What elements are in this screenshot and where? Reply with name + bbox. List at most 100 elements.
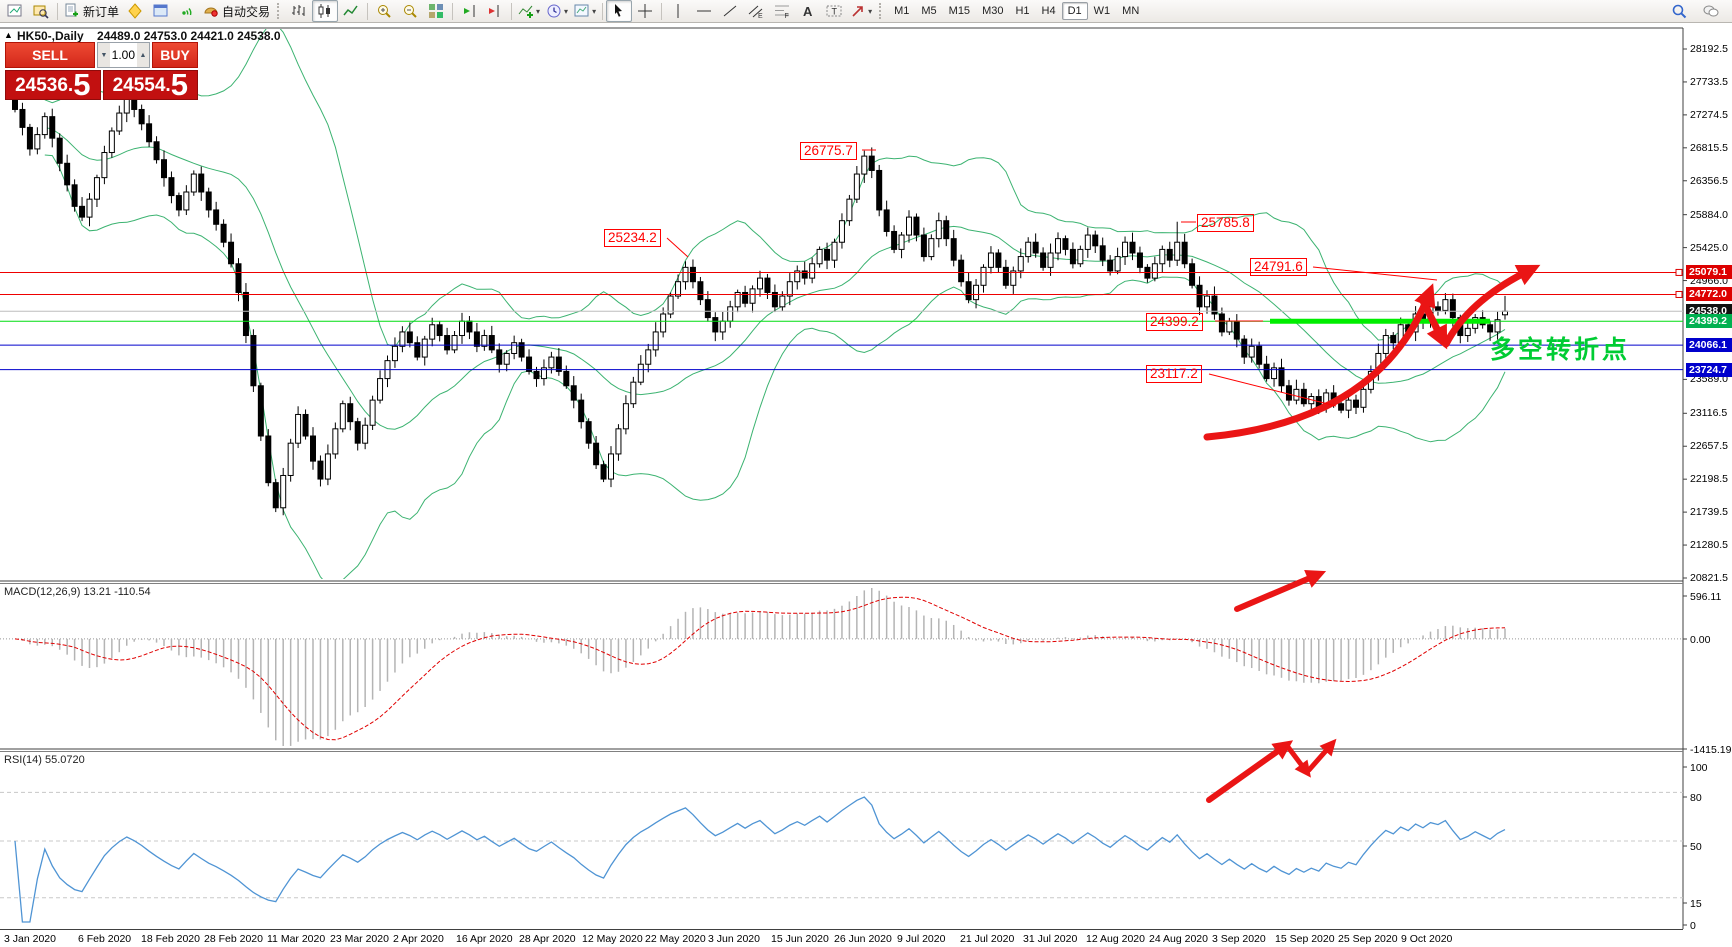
candlestick-icon (318, 4, 331, 18)
zoom-out-button[interactable] (397, 0, 423, 22)
timeframe-button-d1[interactable]: D1 (1061, 2, 1088, 20)
auto-scroll-button[interactable] (456, 0, 482, 22)
drawn-arrow[interactable] (1206, 743, 1288, 803)
one-click-collapse-icon[interactable]: ▲ (4, 30, 13, 40)
volume-down-button[interactable]: ▼ (98, 43, 110, 67)
timeframe-button-m15[interactable]: M15 (948, 5, 971, 17)
metaeditor-icon (128, 3, 142, 19)
indicators-button[interactable]: ▾ (515, 0, 543, 22)
tile-windows-button[interactable] (423, 0, 449, 22)
drawn-arrow[interactable] (1442, 266, 1534, 348)
time-axis-label: 18 Feb 2020 (141, 933, 200, 945)
bar-chart-button[interactable] (286, 0, 312, 22)
timeframe-button-m30[interactable]: M30 (982, 5, 1004, 17)
time-axis-label: 15 Jun 2020 (771, 933, 829, 945)
profiles-button[interactable] (28, 0, 54, 22)
timeframe-button-m5[interactable]: M5 (921, 5, 937, 17)
search-button[interactable] (1666, 0, 1692, 22)
timeframe-button-h1[interactable]: H1 (1015, 5, 1030, 17)
time-axis-label: 23 Mar 2020 (330, 933, 389, 945)
buy-price-panel[interactable]: 24554. 5 (102, 69, 198, 100)
drawn-arrow[interactable] (1203, 290, 1433, 441)
autotrading-button[interactable]: 自动交易 (200, 0, 273, 22)
macd-axis-label: 596.11 (1690, 591, 1722, 603)
price-callout-24791.6[interactable]: 24791.6 (1250, 258, 1307, 276)
line-handle[interactable] (1675, 268, 1683, 276)
crosshair-button[interactable] (632, 0, 658, 22)
pivot-annotation-text[interactable]: 多空转折点 (1490, 336, 1631, 364)
chart-shift-button[interactable] (482, 0, 508, 22)
sell-price-pip: 5 (73, 67, 91, 102)
horizontal-line-button[interactable] (691, 0, 717, 22)
buy-button[interactable]: BUY (152, 42, 198, 68)
time-axis-label: 12 May 2020 (582, 933, 643, 945)
price-callout-25785.8[interactable]: 25785.8 (1197, 214, 1254, 232)
community-button[interactable] (1698, 0, 1724, 22)
drawn-arrow[interactable] (1234, 572, 1320, 612)
terminal-button[interactable] (148, 0, 174, 22)
time-axis-label: 15 Sep 2020 (1275, 933, 1335, 945)
tile-windows-icon (429, 4, 444, 18)
sell-price-main: 24536 (15, 75, 68, 96)
buy-price-main: 24554 (112, 75, 166, 96)
svg-text:F: F (785, 13, 789, 19)
new-chart-button[interactable] (2, 0, 28, 22)
volume-input[interactable]: 1.00 (111, 48, 135, 62)
trendline-button[interactable] (717, 0, 743, 22)
toolbar-separator (661, 2, 663, 20)
signals-button[interactable] (174, 0, 200, 22)
arrows-button[interactable]: ▾ (847, 0, 875, 22)
crosshair-icon (638, 4, 653, 18)
zoom-out-icon (404, 5, 417, 18)
price-axis-label: 27274.5 (1690, 108, 1728, 121)
timeframe-button-m1[interactable]: M1 (894, 5, 910, 17)
text-button[interactable]: A (795, 0, 821, 22)
cursor-button[interactable] (606, 0, 633, 22)
time-axis-label: 25 Sep 2020 (1338, 933, 1398, 945)
time-axis-label: 26 Jun 2020 (834, 933, 892, 945)
arrowhead (1414, 283, 1436, 309)
time-axis-label: 11 Mar 2020 (267, 933, 326, 945)
metaeditor-button[interactable] (122, 0, 148, 22)
vertical-line-button[interactable] (665, 0, 691, 22)
zoom-in-button[interactable] (371, 0, 397, 22)
price-tag-25079.1: 25079.1 (1686, 265, 1732, 280)
price-axis-label: 22657.5 (1690, 440, 1728, 453)
toolbar-grip (879, 3, 884, 19)
sell-button[interactable]: SELL (5, 42, 95, 68)
new-order-icon (65, 3, 78, 17)
templates-button[interactable]: ▾ (571, 0, 599, 22)
price-axis-label: 22198.5 (1690, 473, 1728, 486)
line-chart-button[interactable] (338, 0, 364, 22)
price-callout-26775.7[interactable]: 26775.7 (800, 142, 857, 160)
periods-button[interactable]: ▾ (543, 0, 571, 22)
community-icon (1703, 5, 1719, 17)
macd-panel (0, 588, 1683, 746)
fibonacci-button[interactable]: F (769, 0, 795, 22)
toolbar-separator (367, 2, 369, 20)
text-label-button[interactable]: T (821, 0, 847, 22)
timeframe-button-h4[interactable]: H4 (1041, 5, 1056, 17)
chart-shift-icon (489, 5, 499, 17)
volume-stepper[interactable]: ▼ 1.00 ▲ (97, 42, 150, 68)
timeframe-button-w1[interactable]: W1 (1093, 5, 1111, 17)
volume-up-button[interactable]: ▲ (137, 43, 149, 67)
new-order-button[interactable]: 新订单 (61, 0, 122, 22)
timeframe-button-mn[interactable]: MN (1122, 5, 1140, 17)
candlestick-button[interactable] (312, 0, 339, 22)
fibonacci-icon: F (775, 5, 790, 19)
time-axis-label: 2 Apr 2020 (393, 933, 444, 945)
rsi-axis-label: 80 (1690, 792, 1702, 804)
main-plot (12, 29, 1508, 579)
sell-price-panel[interactable]: 24536. 5 (5, 67, 101, 102)
templates-icon (574, 4, 589, 17)
channel-button[interactable]: E (743, 0, 769, 22)
price-callout-25234.2[interactable]: 25234.2 (604, 229, 661, 247)
line-handle[interactable] (1675, 290, 1683, 298)
auto-scroll-icon (464, 5, 475, 17)
price-callout-23117.2[interactable]: 23117.2 (1146, 365, 1202, 383)
price-callout-24399.2[interactable]: 24399.2 (1146, 313, 1203, 331)
svg-text:T: T (832, 7, 838, 17)
